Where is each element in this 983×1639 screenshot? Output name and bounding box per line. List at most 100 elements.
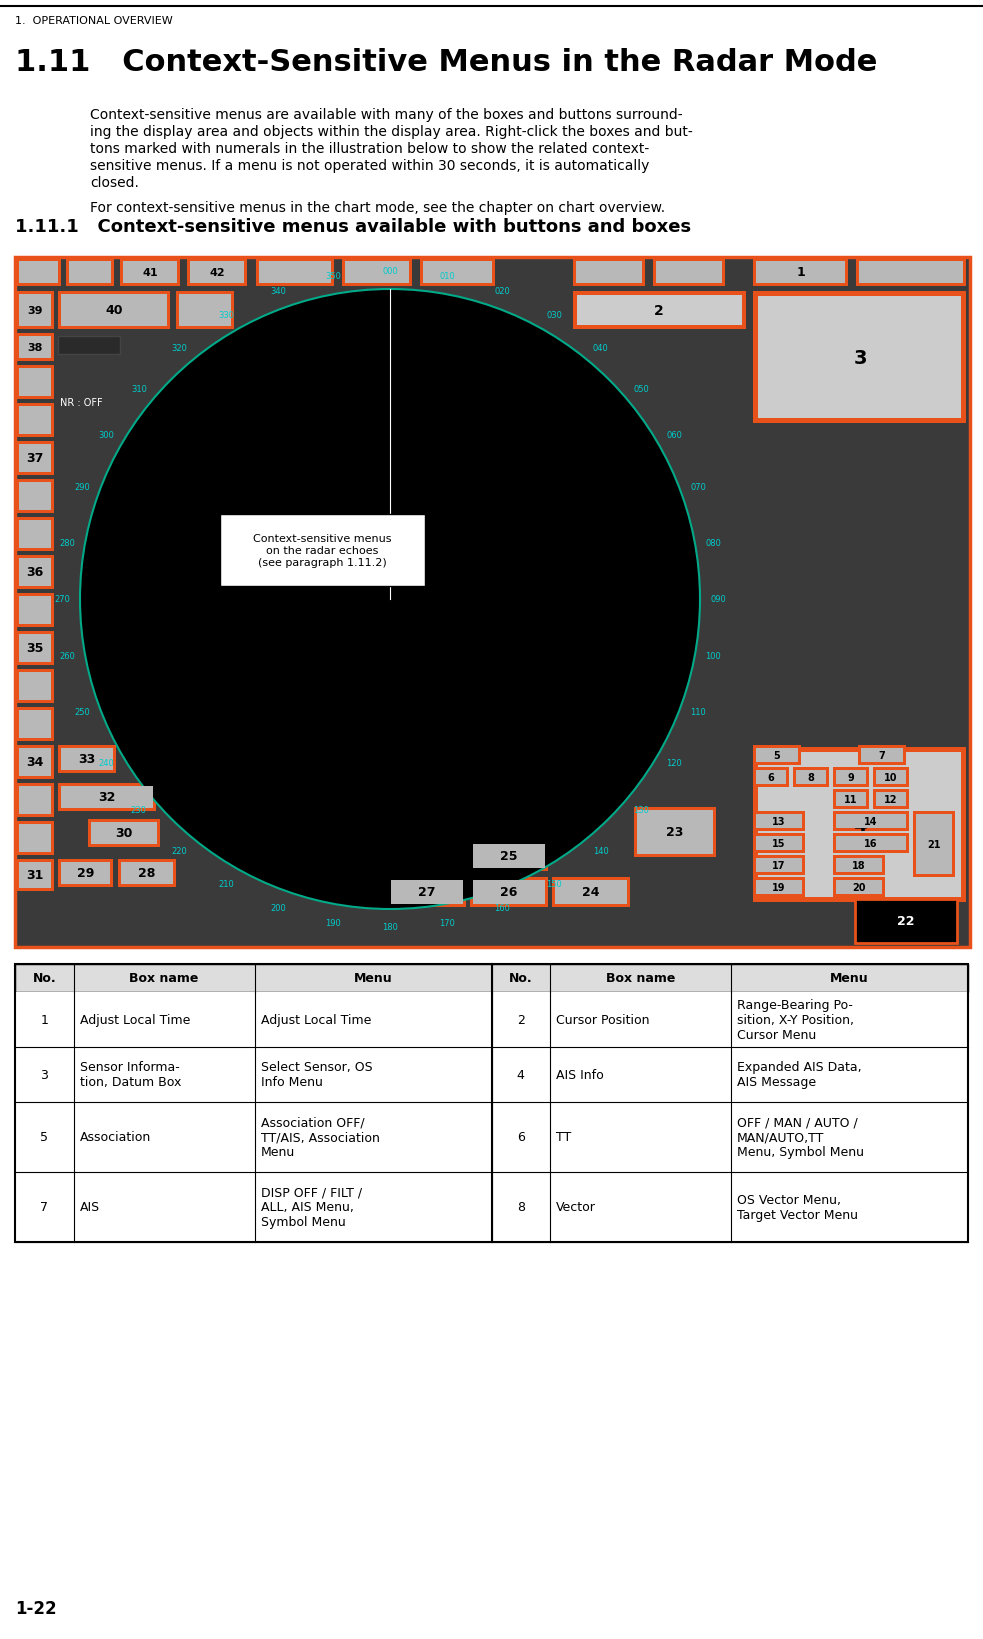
- Bar: [859, 262, 963, 284]
- Text: Adjust Local Time: Adjust Local Time: [260, 1013, 371, 1026]
- Text: 18: 18: [852, 860, 866, 870]
- Text: 36: 36: [27, 565, 43, 579]
- Text: 080: 080: [705, 538, 721, 547]
- Text: 39: 39: [28, 306, 42, 316]
- Text: 190: 190: [325, 918, 341, 928]
- Bar: [861, 749, 903, 762]
- Bar: [15, 1047, 968, 1103]
- Text: 120: 120: [666, 759, 682, 769]
- Bar: [19, 484, 51, 511]
- Text: 240: 240: [98, 759, 114, 769]
- Text: 42: 42: [209, 267, 225, 279]
- Bar: [15, 964, 968, 992]
- Text: 21: 21: [927, 839, 941, 849]
- Text: ing the display area and objects within the display area. Right-click the boxes : ing the display area and objects within …: [90, 125, 693, 139]
- Bar: [16, 292, 54, 329]
- Text: 38: 38: [28, 343, 42, 352]
- Bar: [16, 859, 54, 892]
- Bar: [653, 259, 725, 287]
- Bar: [753, 834, 805, 854]
- Text: 33: 33: [79, 752, 95, 765]
- Text: 20: 20: [852, 882, 866, 893]
- Text: AIS Info: AIS Info: [556, 1069, 604, 1082]
- Text: 27: 27: [418, 887, 435, 898]
- Text: 29: 29: [77, 867, 94, 880]
- Bar: [753, 747, 966, 903]
- Bar: [16, 365, 54, 400]
- Bar: [19, 369, 51, 397]
- Bar: [256, 259, 334, 287]
- Text: sensitive menus. If a menu is not operated within 30 seconds, it is automaticall: sensitive menus. If a menu is not operat…: [90, 159, 650, 172]
- Text: Select Sensor, OS
Info Menu: Select Sensor, OS Info Menu: [260, 1060, 373, 1088]
- Text: 10: 10: [885, 772, 897, 782]
- Bar: [796, 770, 826, 785]
- Bar: [836, 836, 906, 851]
- Text: DISP OFF / FILT /
ALL, AIS Menu,
Symbol Menu: DISP OFF / FILT / ALL, AIS Menu, Symbol …: [260, 1185, 362, 1229]
- Bar: [833, 811, 909, 831]
- Bar: [388, 877, 466, 908]
- Bar: [190, 262, 244, 284]
- Text: 28: 28: [139, 867, 155, 880]
- Text: 330: 330: [218, 311, 234, 320]
- Text: 8: 8: [517, 1201, 525, 1214]
- Text: No.: No.: [32, 972, 56, 985]
- Bar: [836, 859, 882, 872]
- Bar: [58, 336, 120, 354]
- Text: 1.11.1   Context-sensitive menus available with buttons and boxes: 1.11.1 Context-sensitive menus available…: [15, 218, 691, 236]
- Bar: [470, 877, 548, 908]
- Bar: [16, 783, 54, 818]
- Text: tons marked with numerals in the illustration below to show the related context-: tons marked with numerals in the illustr…: [90, 143, 649, 156]
- Text: 17: 17: [773, 860, 785, 870]
- Text: 6: 6: [768, 772, 775, 782]
- Bar: [345, 262, 409, 284]
- Text: 250: 250: [74, 708, 89, 716]
- Text: 180: 180: [382, 923, 398, 933]
- Bar: [16, 443, 54, 475]
- Circle shape: [80, 290, 700, 910]
- Bar: [16, 631, 54, 665]
- Bar: [66, 259, 114, 287]
- Bar: [19, 824, 51, 852]
- Bar: [187, 259, 247, 287]
- Text: 170: 170: [439, 918, 455, 928]
- Bar: [758, 752, 961, 898]
- Bar: [473, 844, 545, 869]
- Text: 210: 210: [218, 879, 234, 888]
- Bar: [61, 787, 153, 808]
- Bar: [16, 518, 54, 552]
- Bar: [19, 672, 51, 700]
- Text: 14: 14: [864, 816, 878, 826]
- Bar: [342, 259, 412, 287]
- Bar: [120, 259, 180, 287]
- Text: 7: 7: [879, 751, 886, 760]
- Text: Association OFF/
TT/AIS, Association
Menu: Association OFF/ TT/AIS, Association Men…: [260, 1116, 379, 1159]
- Bar: [58, 746, 116, 774]
- Bar: [179, 295, 231, 326]
- Bar: [836, 880, 882, 895]
- Bar: [756, 770, 786, 785]
- Text: 1.11   Context-Sensitive Menus in the Radar Mode: 1.11 Context-Sensitive Menus in the Rada…: [15, 48, 878, 77]
- Bar: [756, 749, 798, 762]
- Bar: [833, 767, 869, 787]
- Bar: [756, 880, 802, 895]
- Text: 13: 13: [773, 816, 785, 826]
- Text: 150: 150: [547, 879, 562, 888]
- Text: 19: 19: [773, 882, 785, 893]
- Bar: [16, 746, 54, 780]
- Text: 5: 5: [774, 751, 781, 760]
- Text: 1.  OPERATIONAL OVERVIEW: 1. OPERATIONAL OVERVIEW: [15, 16, 173, 26]
- Text: 35: 35: [27, 642, 43, 656]
- Bar: [833, 790, 869, 810]
- Bar: [423, 262, 492, 284]
- Bar: [61, 749, 113, 770]
- Bar: [577, 295, 742, 326]
- Bar: [855, 900, 957, 944]
- Text: 110: 110: [690, 708, 706, 716]
- Text: 11: 11: [844, 795, 858, 805]
- Text: 020: 020: [494, 287, 510, 297]
- Text: 25: 25: [500, 851, 518, 864]
- Text: 010: 010: [439, 272, 455, 282]
- Text: 8: 8: [808, 772, 815, 782]
- Bar: [836, 793, 866, 806]
- Bar: [576, 262, 642, 284]
